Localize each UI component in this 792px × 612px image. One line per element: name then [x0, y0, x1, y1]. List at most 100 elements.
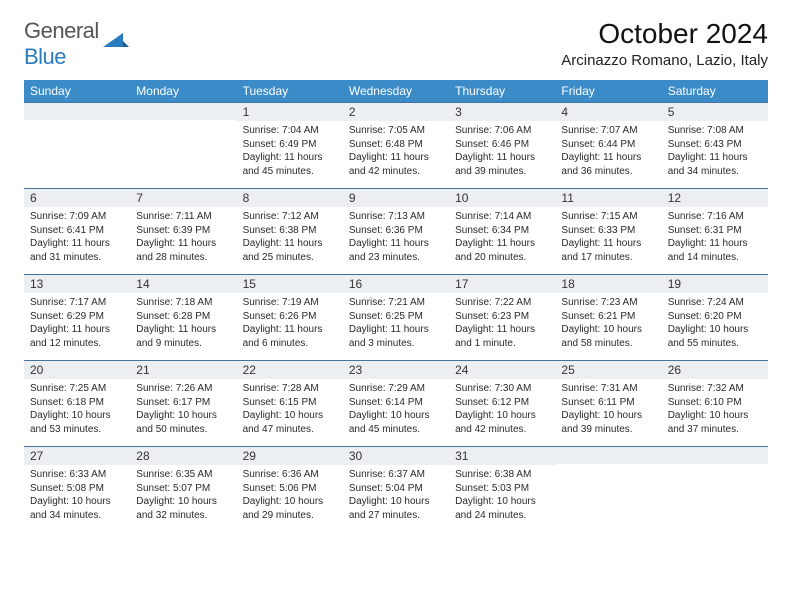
sunset-text: Sunset: 6:29 PM: [30, 310, 124, 324]
daylight-text: Daylight: 10 hours and 50 minutes.: [136, 409, 230, 436]
day-info: Sunrise: 7:18 AMSunset: 6:28 PMDaylight:…: [130, 293, 236, 354]
day-info: Sunrise: 7:16 AMSunset: 6:31 PMDaylight:…: [662, 207, 768, 268]
sunrise-text: Sunrise: 7:17 AM: [30, 296, 124, 310]
day-info: Sunrise: 7:14 AMSunset: 6:34 PMDaylight:…: [449, 207, 555, 268]
daylight-text: Daylight: 10 hours and 39 minutes.: [561, 409, 655, 436]
daylight-text: Daylight: 10 hours and 24 minutes.: [455, 495, 549, 522]
calendar-row: 20Sunrise: 7:25 AMSunset: 6:18 PMDayligh…: [24, 361, 768, 447]
header-thursday: Thursday: [449, 80, 555, 103]
day-info: Sunrise: 7:06 AMSunset: 6:46 PMDaylight:…: [449, 121, 555, 182]
sunrise-text: Sunrise: 7:05 AM: [349, 124, 443, 138]
sunrise-text: Sunrise: 7:31 AM: [561, 382, 655, 396]
sunset-text: Sunset: 6:34 PM: [455, 224, 549, 238]
day-number: [24, 103, 130, 120]
sunset-text: Sunset: 6:11 PM: [561, 396, 655, 410]
daylight-text: Daylight: 11 hours and 34 minutes.: [668, 151, 762, 178]
header-tuesday: Tuesday: [237, 80, 343, 103]
sunrise-text: Sunrise: 7:12 AM: [243, 210, 337, 224]
daylight-text: Daylight: 10 hours and 32 minutes.: [136, 495, 230, 522]
daylight-text: Daylight: 11 hours and 1 minute.: [455, 323, 549, 350]
calendar-cell: 6Sunrise: 7:09 AMSunset: 6:41 PMDaylight…: [24, 189, 130, 275]
daylight-text: Daylight: 11 hours and 23 minutes.: [349, 237, 443, 264]
sunrise-text: Sunrise: 7:09 AM: [30, 210, 124, 224]
day-info: Sunrise: 7:04 AMSunset: 6:49 PMDaylight:…: [237, 121, 343, 182]
daylight-text: Daylight: 10 hours and 42 minutes.: [455, 409, 549, 436]
sunrise-text: Sunrise: 6:36 AM: [243, 468, 337, 482]
sunset-text: Sunset: 6:36 PM: [349, 224, 443, 238]
calendar-cell: 26Sunrise: 7:32 AMSunset: 6:10 PMDayligh…: [662, 361, 768, 447]
calendar-row: 13Sunrise: 7:17 AMSunset: 6:29 PMDayligh…: [24, 275, 768, 361]
day-info: Sunrise: 6:36 AMSunset: 5:06 PMDaylight:…: [237, 465, 343, 526]
sunset-text: Sunset: 5:04 PM: [349, 482, 443, 496]
daylight-text: Daylight: 11 hours and 25 minutes.: [243, 237, 337, 264]
sunrise-text: Sunrise: 7:32 AM: [668, 382, 762, 396]
daylight-text: Daylight: 10 hours and 53 minutes.: [30, 409, 124, 436]
day-number: 7: [130, 189, 236, 207]
calendar-cell: 7Sunrise: 7:11 AMSunset: 6:39 PMDaylight…: [130, 189, 236, 275]
day-number: 12: [662, 189, 768, 207]
sunrise-text: Sunrise: 6:35 AM: [136, 468, 230, 482]
sunrise-text: Sunrise: 7:30 AM: [455, 382, 549, 396]
daylight-text: Daylight: 11 hours and 28 minutes.: [136, 237, 230, 264]
day-number: 6: [24, 189, 130, 207]
sunset-text: Sunset: 6:14 PM: [349, 396, 443, 410]
calendar-body: 1Sunrise: 7:04 AMSunset: 6:49 PMDaylight…: [24, 103, 768, 533]
sunset-text: Sunset: 6:23 PM: [455, 310, 549, 324]
day-info: Sunrise: 7:12 AMSunset: 6:38 PMDaylight:…: [237, 207, 343, 268]
sunset-text: Sunset: 6:12 PM: [455, 396, 549, 410]
day-info: Sunrise: 7:17 AMSunset: 6:29 PMDaylight:…: [24, 293, 130, 354]
calendar-row: 27Sunrise: 6:33 AMSunset: 5:08 PMDayligh…: [24, 447, 768, 533]
calendar-cell: 29Sunrise: 6:36 AMSunset: 5:06 PMDayligh…: [237, 447, 343, 533]
sunset-text: Sunset: 6:25 PM: [349, 310, 443, 324]
calendar-cell: 25Sunrise: 7:31 AMSunset: 6:11 PMDayligh…: [555, 361, 661, 447]
day-number: 8: [237, 189, 343, 207]
day-number: [555, 447, 661, 464]
sunset-text: Sunset: 6:49 PM: [243, 138, 337, 152]
header-sunday: Sunday: [24, 80, 130, 103]
sunset-text: Sunset: 6:48 PM: [349, 138, 443, 152]
day-info: Sunrise: 7:08 AMSunset: 6:43 PMDaylight:…: [662, 121, 768, 182]
day-number: 16: [343, 275, 449, 293]
calendar-cell: 19Sunrise: 7:24 AMSunset: 6:20 PMDayligh…: [662, 275, 768, 361]
calendar-cell: 23Sunrise: 7:29 AMSunset: 6:14 PMDayligh…: [343, 361, 449, 447]
daylight-text: Daylight: 10 hours and 58 minutes.: [561, 323, 655, 350]
sunrise-text: Sunrise: 7:23 AM: [561, 296, 655, 310]
daylight-text: Daylight: 11 hours and 45 minutes.: [243, 151, 337, 178]
header-wednesday: Wednesday: [343, 80, 449, 103]
calendar-cell: 1Sunrise: 7:04 AMSunset: 6:49 PMDaylight…: [237, 103, 343, 189]
header: General Blue October 2024 Arcinazzo Roma…: [24, 18, 768, 70]
daylight-text: Daylight: 10 hours and 47 minutes.: [243, 409, 337, 436]
calendar-cell: 15Sunrise: 7:19 AMSunset: 6:26 PMDayligh…: [237, 275, 343, 361]
day-info: Sunrise: 6:38 AMSunset: 5:03 PMDaylight:…: [449, 465, 555, 526]
day-info: Sunrise: 7:13 AMSunset: 6:36 PMDaylight:…: [343, 207, 449, 268]
title-block: October 2024 Arcinazzo Romano, Lazio, It…: [561, 18, 768, 69]
day-number: 15: [237, 275, 343, 293]
daylight-text: Daylight: 11 hours and 20 minutes.: [455, 237, 549, 264]
calendar-cell: 18Sunrise: 7:23 AMSunset: 6:21 PMDayligh…: [555, 275, 661, 361]
sunset-text: Sunset: 6:38 PM: [243, 224, 337, 238]
sunset-text: Sunset: 6:28 PM: [136, 310, 230, 324]
day-number: 2: [343, 103, 449, 121]
calendar-cell: 16Sunrise: 7:21 AMSunset: 6:25 PMDayligh…: [343, 275, 449, 361]
day-info: Sunrise: 7:15 AMSunset: 6:33 PMDaylight:…: [555, 207, 661, 268]
calendar-cell: 20Sunrise: 7:25 AMSunset: 6:18 PMDayligh…: [24, 361, 130, 447]
day-number: 9: [343, 189, 449, 207]
calendar-cell: 3Sunrise: 7:06 AMSunset: 6:46 PMDaylight…: [449, 103, 555, 189]
sunrise-text: Sunrise: 6:33 AM: [30, 468, 124, 482]
sunrise-text: Sunrise: 7:19 AM: [243, 296, 337, 310]
day-number: 31: [449, 447, 555, 465]
daylight-text: Daylight: 11 hours and 36 minutes.: [561, 151, 655, 178]
day-number: 14: [130, 275, 236, 293]
day-info: Sunrise: 7:19 AMSunset: 6:26 PMDaylight:…: [237, 293, 343, 354]
daylight-text: Daylight: 11 hours and 12 minutes.: [30, 323, 124, 350]
header-saturday: Saturday: [662, 80, 768, 103]
day-number: 4: [555, 103, 661, 121]
sunset-text: Sunset: 6:41 PM: [30, 224, 124, 238]
sunrise-text: Sunrise: 7:06 AM: [455, 124, 549, 138]
day-number: 19: [662, 275, 768, 293]
logo-triangle-icon: [103, 31, 129, 58]
sunrise-text: Sunrise: 7:14 AM: [455, 210, 549, 224]
day-number: [662, 447, 768, 464]
day-number: 26: [662, 361, 768, 379]
day-number: 24: [449, 361, 555, 379]
